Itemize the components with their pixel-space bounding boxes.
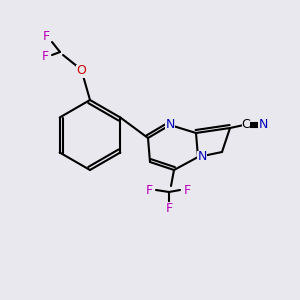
Text: F: F	[41, 50, 49, 64]
Text: N: N	[165, 118, 175, 130]
Text: F: F	[146, 184, 153, 196]
Text: N: N	[197, 151, 207, 164]
Text: C: C	[242, 118, 250, 131]
Text: F: F	[183, 184, 190, 196]
Text: N: N	[258, 118, 268, 131]
Text: O: O	[76, 64, 86, 77]
Text: F: F	[165, 202, 172, 214]
Text: F: F	[42, 31, 50, 44]
